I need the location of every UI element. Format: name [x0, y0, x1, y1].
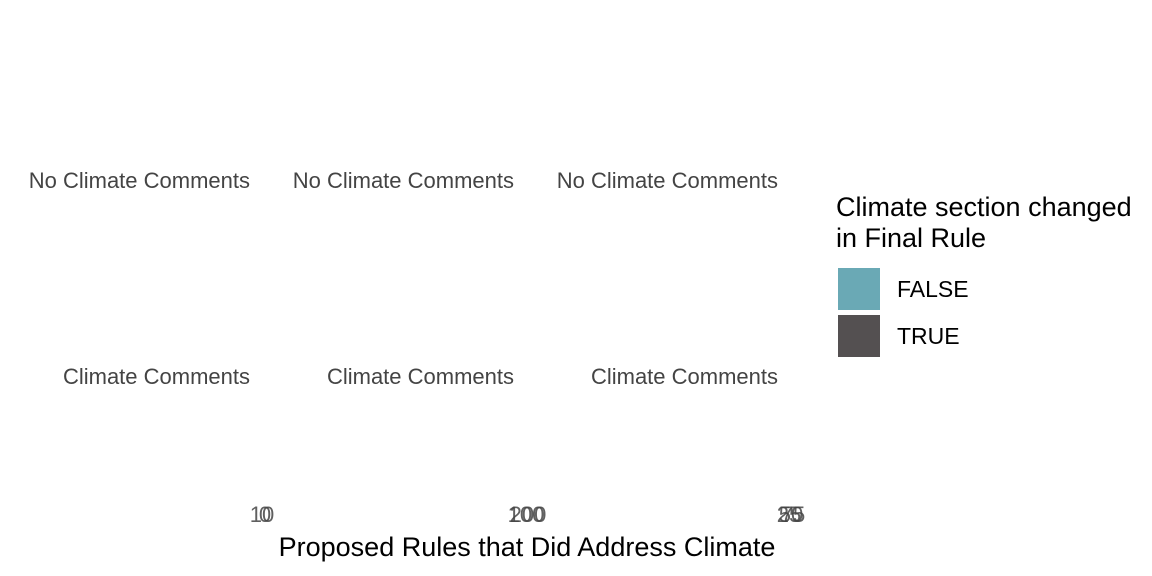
- legend-title: Climate section changed in Final Rule: [836, 192, 1132, 253]
- facet-strip-labels: No Climate Comments No Climate Comments No…: [29, 168, 778, 389]
- legend-swatch-false: [838, 268, 880, 310]
- legend-label-false: FALSE: [897, 276, 969, 302]
- x-tick-label: 0: [259, 502, 271, 527]
- facet-strip-label: No Climate Comments: [293, 168, 514, 193]
- facet-strip-label: No Climate Comments: [29, 168, 250, 193]
- x-tick-label: 50: [779, 502, 803, 527]
- legend-item-true: TRUE: [836, 315, 1152, 362]
- x-tick-label: 200: [510, 502, 547, 527]
- legend-label-true: TRUE: [897, 323, 960, 349]
- facet-strip-label: No Climate Comments: [557, 168, 778, 193]
- facet-strip-label: Climate Comments: [327, 364, 514, 389]
- facet-strip-label: Climate Comments: [591, 364, 778, 389]
- x-tick-label: 10: [250, 502, 274, 527]
- facet-strip-label: Climate Comments: [63, 364, 250, 389]
- legend-item-false: FALSE: [836, 268, 1152, 315]
- x-tick-label: 75: [781, 502, 805, 527]
- x-axis-title: Proposed Rules that Did Address Climate: [279, 532, 776, 562]
- legend-swatch-true: [838, 315, 880, 357]
- x-tick-label: 100: [508, 502, 545, 527]
- x-tick-label: 25: [777, 502, 801, 527]
- legend: Climate section changed in Final Rule FA…: [836, 192, 1152, 362]
